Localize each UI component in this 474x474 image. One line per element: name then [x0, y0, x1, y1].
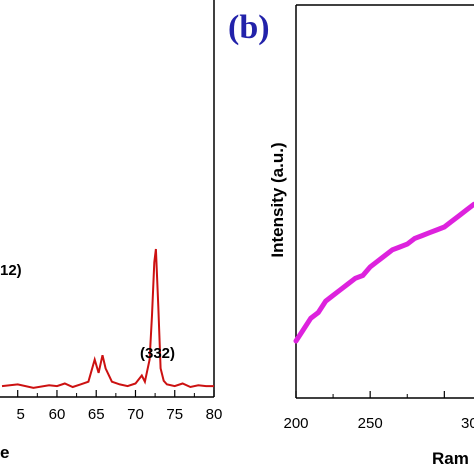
panel-a-x-ticks: 5 60 65 70 75 80 [17, 390, 223, 423]
panel-a-x-tick-label: 75 [166, 406, 183, 423]
panel-a-series-line [1, 248, 214, 389]
panel-a: 5 60 65 70 75 80 (332) 12) e [0, 0, 222, 462]
panel-b-x-tick-label: 30 [461, 415, 474, 432]
panel-b-x-tick-label: 250 [358, 415, 383, 432]
panel-b-series-line [293, 201, 474, 344]
panel-b-x-axis-title: Ram [432, 449, 469, 468]
panel-a-x-tick-label: 70 [127, 406, 144, 423]
panel-b-x-ticks: 200 250 30 [283, 391, 474, 432]
panel-a-x-tick-label: 80 [206, 406, 223, 423]
panel-a-x-tick-label: 5 [17, 406, 25, 423]
panel-a-x-axis-title: e [0, 443, 9, 462]
panel-b-y-axis-title: Intensity (a.u.) [268, 142, 287, 257]
panel-a-x-tick-label: 60 [49, 406, 66, 423]
peak-label-332: (332) [140, 345, 175, 362]
panel-b-label: (b) [228, 9, 270, 46]
panel-b-x-tick-label: 200 [283, 415, 308, 432]
panel-b: (b) 200 250 30 Intensity (a.u.) Ram [228, 4, 474, 468]
peak-label-12: 12) [0, 262, 22, 279]
panel-a-x-tick-label: 65 [88, 406, 105, 423]
